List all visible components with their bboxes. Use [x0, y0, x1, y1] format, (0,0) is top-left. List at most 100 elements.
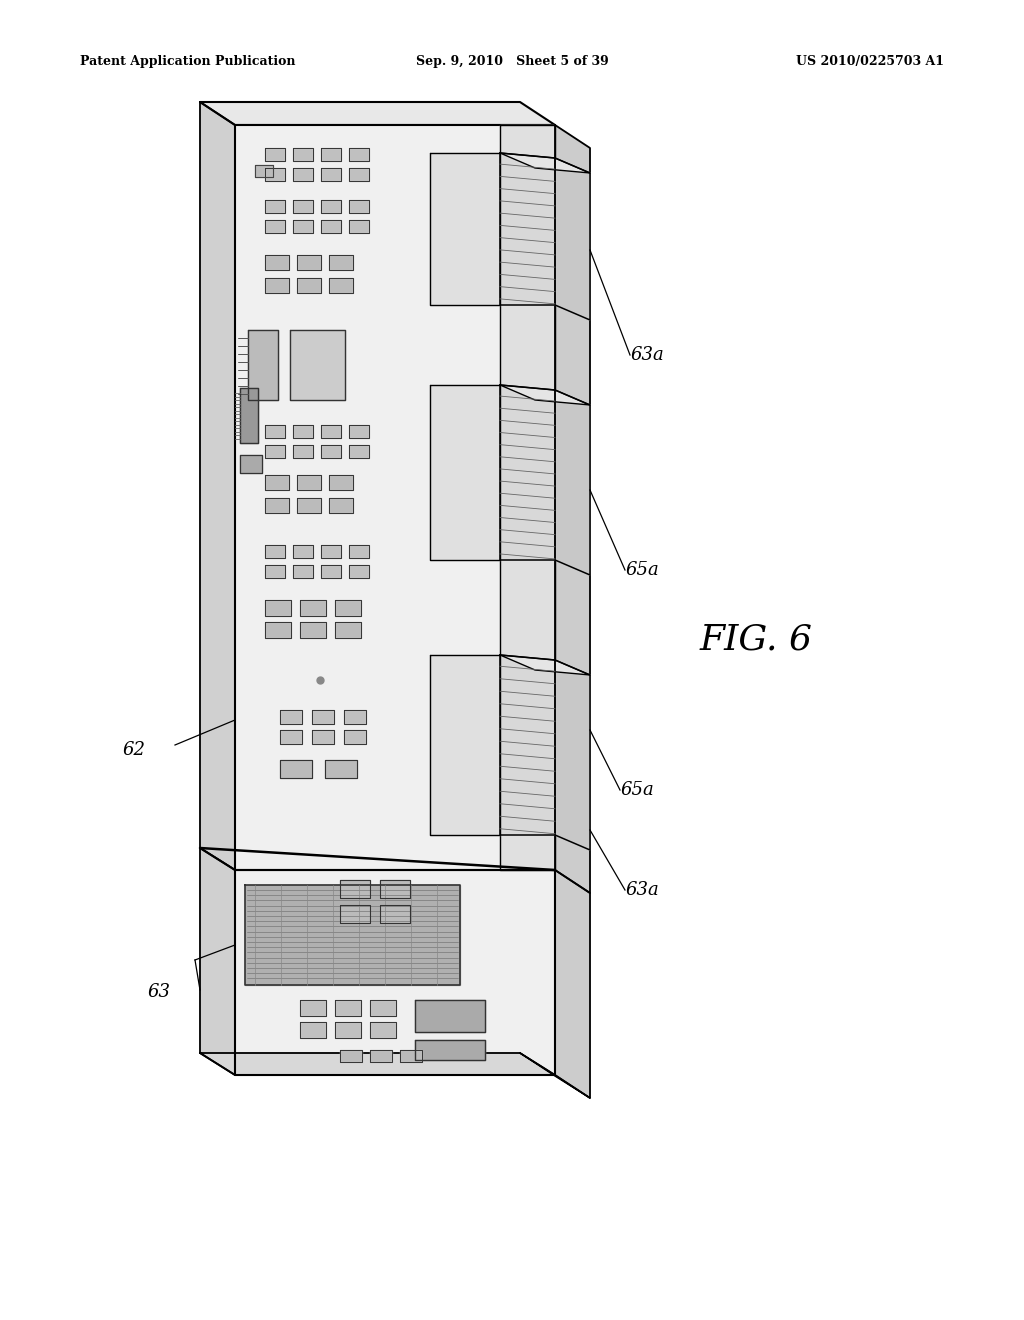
Polygon shape [349, 565, 369, 578]
Polygon shape [265, 498, 289, 513]
Polygon shape [321, 201, 341, 213]
Text: Sep. 9, 2010   Sheet 5 of 39: Sep. 9, 2010 Sheet 5 of 39 [416, 55, 608, 69]
Polygon shape [265, 255, 289, 271]
Polygon shape [400, 1049, 422, 1063]
Polygon shape [380, 880, 410, 898]
Polygon shape [500, 153, 555, 305]
Polygon shape [335, 622, 361, 638]
Polygon shape [349, 545, 369, 558]
Polygon shape [240, 388, 258, 444]
Polygon shape [265, 201, 285, 213]
Polygon shape [321, 445, 341, 458]
Polygon shape [325, 760, 357, 777]
Polygon shape [265, 475, 289, 490]
Polygon shape [200, 1053, 555, 1074]
Polygon shape [300, 601, 326, 616]
Text: US 2010/0225703 A1: US 2010/0225703 A1 [796, 55, 944, 69]
Polygon shape [200, 102, 234, 870]
Polygon shape [297, 498, 321, 513]
Polygon shape [265, 445, 285, 458]
Polygon shape [430, 385, 500, 560]
Polygon shape [349, 168, 369, 181]
Polygon shape [370, 1001, 396, 1016]
Polygon shape [293, 425, 313, 438]
Polygon shape [329, 255, 353, 271]
Polygon shape [344, 730, 366, 744]
Polygon shape [500, 125, 555, 870]
Polygon shape [321, 148, 341, 161]
Polygon shape [430, 153, 500, 305]
Polygon shape [248, 330, 278, 400]
Polygon shape [265, 279, 289, 293]
Polygon shape [255, 165, 273, 177]
Polygon shape [321, 565, 341, 578]
Polygon shape [321, 220, 341, 234]
Polygon shape [290, 330, 345, 400]
Polygon shape [329, 475, 353, 490]
Polygon shape [265, 601, 291, 616]
Polygon shape [293, 565, 313, 578]
Polygon shape [349, 425, 369, 438]
Polygon shape [415, 1040, 485, 1060]
Polygon shape [349, 445, 369, 458]
Polygon shape [329, 498, 353, 513]
Polygon shape [335, 1022, 361, 1038]
Polygon shape [293, 201, 313, 213]
Polygon shape [349, 148, 369, 161]
Polygon shape [312, 730, 334, 744]
Polygon shape [555, 660, 590, 850]
Polygon shape [321, 545, 341, 558]
Text: 63: 63 [147, 983, 170, 1001]
Polygon shape [280, 760, 312, 777]
Polygon shape [312, 710, 334, 723]
Polygon shape [293, 545, 313, 558]
Polygon shape [415, 1001, 485, 1032]
Text: Patent Application Publication: Patent Application Publication [80, 55, 296, 69]
Polygon shape [340, 906, 370, 923]
Polygon shape [555, 125, 590, 894]
Polygon shape [500, 385, 555, 560]
Polygon shape [555, 389, 590, 576]
Polygon shape [500, 655, 590, 675]
Polygon shape [265, 622, 291, 638]
Polygon shape [297, 475, 321, 490]
Polygon shape [234, 870, 555, 1074]
Text: 63a: 63a [630, 346, 664, 364]
Polygon shape [555, 158, 590, 319]
Polygon shape [370, 1049, 392, 1063]
Polygon shape [293, 220, 313, 234]
Polygon shape [265, 565, 285, 578]
Polygon shape [321, 425, 341, 438]
Polygon shape [520, 1053, 590, 1098]
Text: 65a: 65a [625, 561, 658, 579]
Polygon shape [349, 201, 369, 213]
Polygon shape [321, 168, 341, 181]
Polygon shape [200, 847, 234, 1074]
Polygon shape [200, 102, 555, 125]
Polygon shape [349, 220, 369, 234]
Text: 62: 62 [122, 741, 145, 759]
Polygon shape [245, 884, 460, 985]
Polygon shape [265, 425, 285, 438]
Polygon shape [300, 1022, 326, 1038]
Polygon shape [344, 710, 366, 723]
Polygon shape [300, 1001, 326, 1016]
Text: 65a: 65a [620, 781, 653, 799]
Polygon shape [293, 148, 313, 161]
Polygon shape [280, 730, 302, 744]
Polygon shape [280, 710, 302, 723]
Polygon shape [297, 255, 321, 271]
Polygon shape [500, 655, 555, 836]
Polygon shape [335, 601, 361, 616]
Polygon shape [340, 880, 370, 898]
Polygon shape [500, 153, 590, 173]
Polygon shape [500, 385, 590, 405]
Polygon shape [265, 545, 285, 558]
Polygon shape [234, 125, 555, 870]
Polygon shape [380, 906, 410, 923]
Polygon shape [265, 220, 285, 234]
Polygon shape [265, 148, 285, 161]
Polygon shape [370, 1022, 396, 1038]
Polygon shape [300, 622, 326, 638]
Polygon shape [293, 168, 313, 181]
